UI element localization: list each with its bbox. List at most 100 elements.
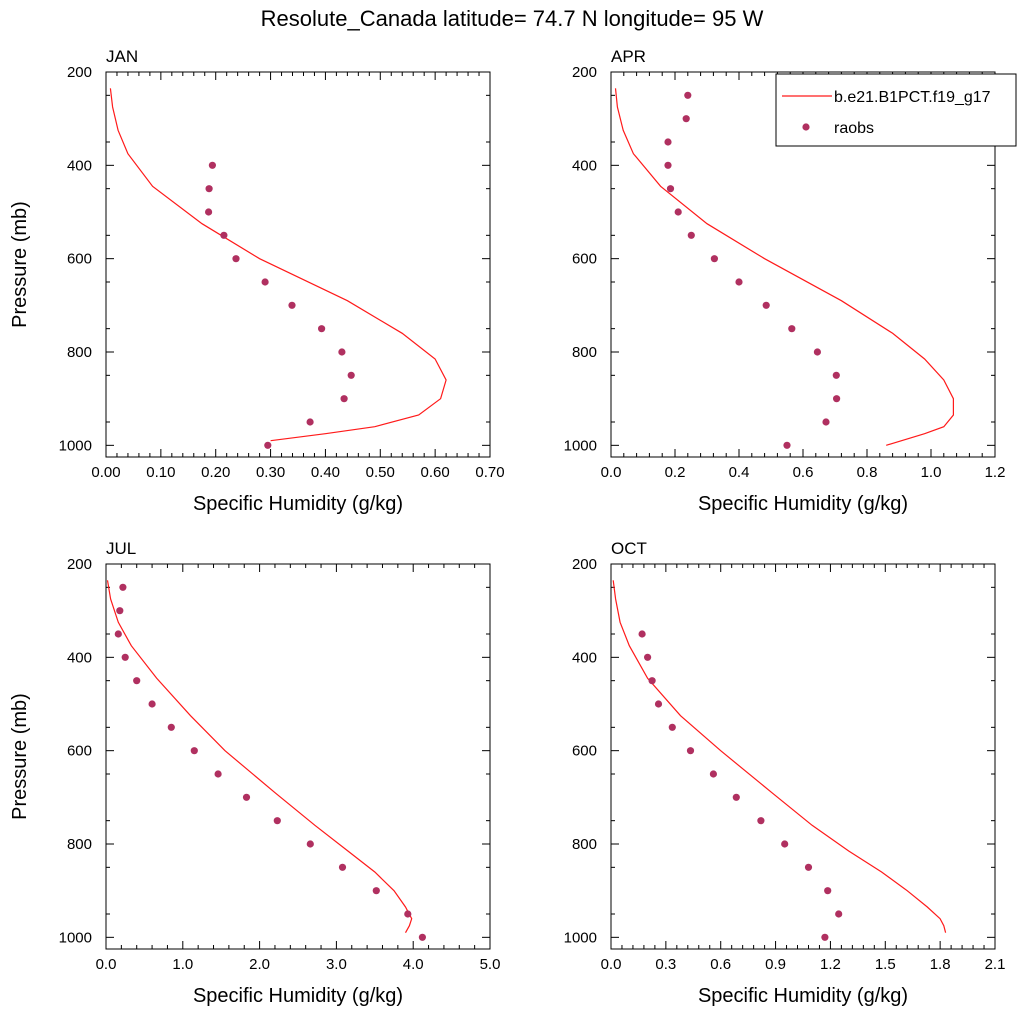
jan-obs-point <box>232 255 240 263</box>
jul-obs-point <box>116 607 124 615</box>
apr-xtick-label: 0.6 <box>793 464 814 481</box>
jul-obs-point <box>133 677 141 685</box>
jul-xtick-label: 2.0 <box>249 956 270 973</box>
oct-obs-point <box>654 700 663 708</box>
jul-obs-point <box>148 700 156 708</box>
jul-model-line <box>106 580 413 933</box>
jan-obs-point <box>264 441 272 449</box>
jul-obs-point <box>338 863 347 871</box>
jul-obs-point <box>404 910 412 918</box>
jul-obs-point <box>242 793 251 801</box>
oct-obs-point <box>668 723 676 731</box>
jan-xtick-label: 0.00 <box>91 464 120 481</box>
jan-ytick-label: 200 <box>67 64 92 81</box>
legend: b.e21.B1PCT.f19_g17 raobs <box>775 73 1017 147</box>
jan-obs-point <box>220 231 228 239</box>
oct-xtick-label: 0.9 <box>765 956 786 973</box>
jan-ylabel: Pressure (mb) <box>9 201 31 328</box>
jul-ytick-label: 200 <box>67 556 92 573</box>
apr-obs-point <box>833 395 841 403</box>
oct-obs-point <box>824 887 832 895</box>
jul-panel-title: JUL <box>106 539 136 558</box>
oct-xtick-label: 2.1 <box>985 956 1006 973</box>
jul-ytick-label: 400 <box>67 649 92 666</box>
jan-xtick-label: 0.60 <box>421 464 450 481</box>
jan-model-line <box>109 88 447 442</box>
oct-obs-point <box>732 793 740 801</box>
jul-obs-point <box>119 583 127 591</box>
jul-ytick-label: 800 <box>67 836 92 853</box>
apr-xlabel: Specific Humidity (g/kg) <box>698 493 908 515</box>
jul-xtick-label: 4.0 <box>403 956 424 973</box>
oct-xtick-label: 1.5 <box>875 956 896 973</box>
jan-xtick-label: 0.50 <box>366 464 395 481</box>
jan-obs-point <box>205 208 213 216</box>
oct-obs-point <box>821 933 829 941</box>
apr-obs-point <box>710 255 719 263</box>
oct-obs-point <box>638 630 646 638</box>
jan-xtick-label: 0.30 <box>256 464 285 481</box>
apr-obs-point <box>822 418 830 426</box>
jan-obs-point <box>306 418 314 426</box>
oct-ytick-label: 1000 <box>564 929 597 946</box>
apr-ytick-label: 800 <box>572 344 597 361</box>
jul-xtick-label: 0.0 <box>96 956 117 973</box>
jan-ytick-label: 400 <box>67 157 92 174</box>
apr-obs-point <box>664 138 672 146</box>
jul-ylabel: Pressure (mb) <box>9 693 31 820</box>
apr-obs-point <box>664 161 672 169</box>
oct-panel-title: OCT <box>611 539 647 558</box>
apr-obs-point <box>735 278 743 286</box>
jul-xtick-label: 1.0 <box>172 956 193 973</box>
apr-xtick-label: 1.2 <box>985 464 1006 481</box>
jan-obs-point <box>261 278 269 286</box>
oct-obs-point <box>648 677 656 685</box>
jan-xtick-label: 0.20 <box>201 464 230 481</box>
apr-obs-point <box>788 325 796 333</box>
jul-ytick-label: 1000 <box>59 929 92 946</box>
jul-ytick-label: 600 <box>67 743 92 760</box>
jan-xtick-label: 0.40 <box>311 464 340 481</box>
legend-obs-label: raobs <box>834 120 874 137</box>
jul-xlabel: Specific Humidity (g/kg) <box>193 985 403 1007</box>
oct-xtick-label: 0.3 <box>655 956 676 973</box>
jan-obs-point <box>288 301 296 309</box>
legend-model-label: b.e21.B1PCT.f19_g17 <box>834 89 991 106</box>
jan-obs-point <box>347 371 355 379</box>
apr-panel-title: APR <box>611 47 646 66</box>
jul-obs-point <box>167 723 175 731</box>
oct-ytick-label: 200 <box>572 556 597 573</box>
oct-plot-frame <box>610 563 996 950</box>
jan-obs-point <box>340 395 348 403</box>
apr-ytick-label: 400 <box>572 157 597 174</box>
apr-obs-point <box>687 231 695 239</box>
jul-obs-point <box>121 653 129 661</box>
panel-oct: OCT 0.0 0.3 0.6 0.9 1.2 1.5 1.8 2.1 200 400 600 800 1… <box>564 539 1006 1007</box>
oct-xtick-label: 1.8 <box>930 956 951 973</box>
oct-ytick-label: 600 <box>572 743 597 760</box>
oct-xtick-label: 0.6 <box>710 956 731 973</box>
apr-obs-point <box>682 115 690 123</box>
oct-ytick-label: 400 <box>572 649 597 666</box>
panel-jan: JAN 0.00 0.10 0.20 0.30 0.40 0.50 0.60 0.70 200 40… <box>9 47 505 515</box>
apr-obs-point <box>783 441 791 449</box>
jan-ytick-label: 1000 <box>59 437 92 454</box>
jan-ytick-label: 600 <box>67 251 92 268</box>
jul-xtick-label: 3.0 <box>326 956 347 973</box>
jan-xlabel: Specific Humidity (g/kg) <box>193 493 403 515</box>
oct-obs-point <box>757 817 765 825</box>
apr-obs-point <box>832 371 840 379</box>
jul-obs-point <box>418 933 426 941</box>
jan-plot-frame <box>105 71 491 458</box>
jan-ytick-label: 800 <box>67 344 92 361</box>
apr-obs-point <box>674 208 682 216</box>
oct-obs-point <box>644 653 652 661</box>
oct-ytick-label: 800 <box>572 836 597 853</box>
legend-obs-marker <box>802 123 810 131</box>
oct-obs-point <box>835 910 843 918</box>
jul-obs-point <box>214 770 222 778</box>
oct-model-line <box>612 580 947 933</box>
apr-obs-point <box>813 348 822 356</box>
jan-panel-title: JAN <box>106 47 138 66</box>
